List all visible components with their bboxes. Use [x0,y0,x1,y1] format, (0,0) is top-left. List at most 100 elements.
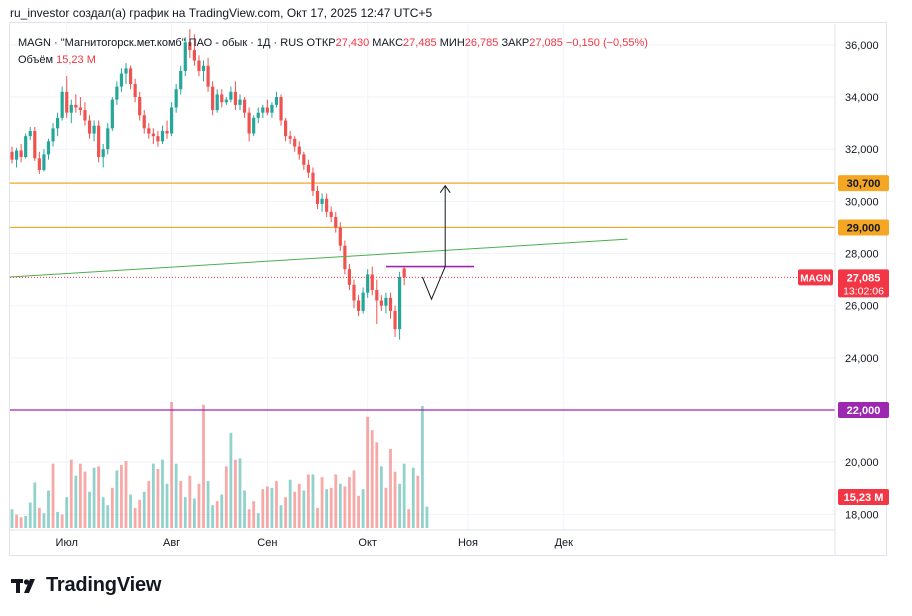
candle-body [379,300,383,306]
candle-body [375,290,379,301]
chart-legend: MAGN · "Магнитогорск.мет.комб" ПАО - обы… [18,35,648,69]
candle [170,102,174,137]
volume-bar [302,490,306,528]
candle [151,128,155,144]
candle-body [69,104,73,113]
candle [325,193,329,218]
candle [265,99,269,116]
candle-body [293,138,297,147]
candle [156,130,160,147]
volume-bar [284,497,287,528]
candle [356,295,361,317]
candle [106,123,110,155]
candle [51,123,55,147]
volume-bar [120,465,123,528]
volume-bar [115,470,119,528]
legend-symbol-row: MAGN · "Магнитогорск.мет.комб" ПАО - обы… [18,35,648,52]
candle [398,271,402,340]
candle-body [147,128,151,134]
candle [183,37,187,77]
candle-body [14,150,19,160]
candle [97,120,101,163]
candle [311,167,315,197]
candle-body [274,97,279,105]
volume-bar [110,487,114,528]
candle [252,115,256,137]
candle-body [197,60,201,71]
volume-bar [379,466,383,528]
volume-bar [179,481,183,528]
candle-body [206,65,210,87]
candle-body [133,83,137,98]
volume-bar [170,402,173,528]
candle [388,292,393,319]
candle-body [393,310,397,330]
candle [334,211,338,233]
tradingview-logo[interactable]: TradingView [11,574,161,597]
candle [211,81,215,116]
candle-body [343,245,347,270]
trend-line[interactable] [9,238,628,278]
volume-bar [15,514,18,528]
candle-body [388,297,393,311]
candle-body [284,120,288,137]
x-tick-label: Дек [555,537,574,549]
volume-bar [398,483,401,528]
candle [87,115,92,139]
candle-body [329,211,333,218]
volume-bar [83,471,87,528]
volume-bar [37,507,41,528]
volume-bar [247,509,251,528]
candle [279,94,283,126]
y-tick-label: 36,000 [845,40,879,52]
volume-bar [316,507,319,528]
candle [302,151,306,171]
candle [256,107,260,124]
legend-volume-label[interactable]: Объём [18,54,54,66]
volume-bar [174,463,178,528]
candle-body [151,133,155,137]
candle [19,143,23,163]
legend-symbol[interactable]: MAGN · "Магнитогорск.мет.комб" ПАО - обы… [18,37,304,49]
candle-body [229,91,233,100]
candle-body [279,97,283,121]
candle-body [211,86,215,111]
candle [119,68,124,92]
countdown-label: 13:02:06 [843,285,884,297]
volume-bar [33,482,37,528]
volume-bar [24,515,28,528]
candle-body [306,164,310,173]
x-tick-label: Сен [257,537,277,549]
candle-body [315,190,320,204]
level-22000-label: 22,000 [847,405,881,417]
volume-bar [421,406,424,528]
legend-close-value: 27,085 [529,37,563,49]
volume-bar [215,501,219,528]
candle-body [56,117,60,129]
volume-bar [297,483,301,528]
price-chart[interactable]: 18,000 20,000 24,000 26,000 28,000 30,000 32,0… [0,0,912,560]
candle-body [51,128,55,142]
y-tick-label: 24,000 [845,353,879,365]
publisher-caption: ru_investor создал(а) график на TradingV… [10,6,433,20]
projection-path[interactable] [421,266,446,301]
candle-body [115,86,119,100]
volume-bar [224,466,228,528]
volume-bar [243,490,246,528]
candle [65,76,69,118]
volume-bar [60,514,64,528]
candle-body [370,274,374,291]
horizontal-levels [10,182,835,411]
volume-bar [393,471,397,528]
volume-bar [352,470,356,528]
candle [274,91,279,108]
y-tick-label: 26,000 [845,301,879,313]
volume-bar [320,477,324,528]
candle [37,151,41,174]
volume-bar [88,491,91,528]
volume-bar [234,459,237,528]
candle-body [138,97,142,116]
legend-change: −0,150 (−0,55%) [565,37,648,49]
candle [261,104,265,118]
